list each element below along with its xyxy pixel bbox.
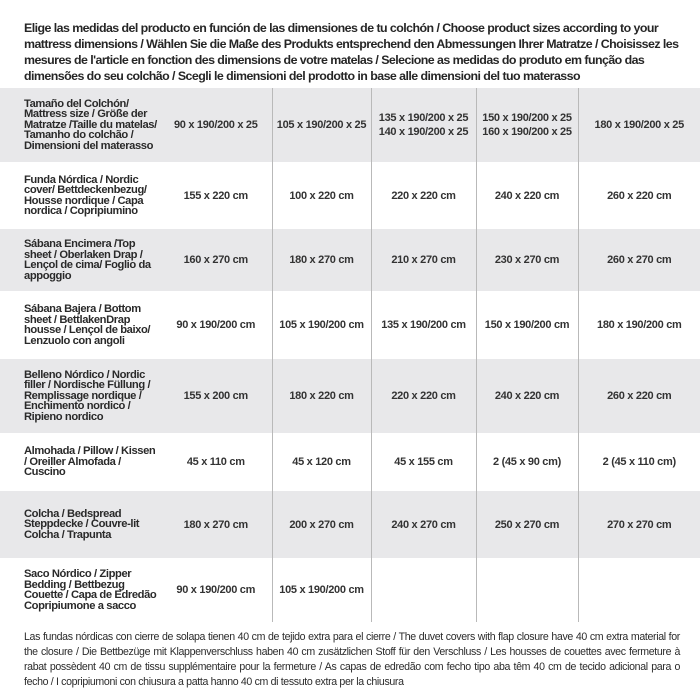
header-label: Tamaño del Colchón/ Mattress size / Größ… [0,88,160,162]
size-value: 45 x 110 cm [160,433,272,491]
row-label: Sábana Encimera /Top sheet / Oberlaken D… [0,229,160,291]
header-size: 90 x 190/200 x 25 [160,88,272,162]
size-value: 2 (45 x 110 cm) [577,433,700,491]
row-label: Saco Nórdico / Zipper Bedding / Bettbezu… [0,558,160,622]
size-value: 220 x 220 cm [370,359,476,433]
size-value: 260 x 220 cm [577,162,700,229]
table-row: Sábana Encimera /Top sheet / Oberlaken D… [0,229,700,291]
size-value: 220 x 220 cm [370,162,476,229]
size-value [577,558,700,622]
header-size: 135 x 190/200 x 25 140 x 190/200 x 25 [370,88,476,162]
size-value [370,558,476,622]
size-value: 240 x 220 cm [475,359,578,433]
table-row: Colcha / Bedspread Steppdecke / Couvre-l… [0,491,700,558]
row-label: Funda Nórdica / Nordic cover/ Bettdecken… [0,162,160,229]
size-value: 150 x 190/200 cm [475,291,578,359]
size-value: 90 x 190/200 cm [160,291,272,359]
table-row: Almohada / Pillow / Kissen / Oreiller Al… [0,433,700,491]
table-row: Sábana Bajera / Bottom sheet / Bettlaken… [0,291,700,359]
size-value: 180 x 190/200 cm [577,291,700,359]
header-size: 150 x 190/200 x 25 160 x 190/200 x 25 [475,88,578,162]
table-row: Funda Nórdica / Nordic cover/ Bettdecken… [0,162,700,229]
size-value: 270 x 270 cm [577,491,700,558]
size-value: 45 x 120 cm [271,433,371,491]
row-label: Belleno Nórdico / Nordic filler / Nordis… [0,359,160,433]
size-value: 260 x 220 cm [577,359,700,433]
table-row: Saco Nórdico / Zipper Bedding / Bettbezu… [0,558,700,622]
size-value: 200 x 270 cm [271,491,371,558]
size-value: 90 x 190/200 cm [160,558,272,622]
size-value: 135 x 190/200 cm [370,291,476,359]
row-label: Almohada / Pillow / Kissen / Oreiller Al… [0,433,160,491]
size-table: Tamaño del Colchón/ Mattress size / Größ… [0,88,700,622]
header-size: 105 x 190/200 x 25 [271,88,371,162]
size-value: 180 x 270 cm [271,229,371,291]
row-label: Sábana Bajera / Bottom sheet / Bettlaken… [0,291,160,359]
table-header-row: Tamaño del Colchón/ Mattress size / Größ… [0,88,700,162]
size-value: 2 (45 x 90 cm) [475,433,578,491]
intro-text: Elige las medidas del producto en funció… [24,21,679,83]
size-value: 180 x 270 cm [160,491,272,558]
size-value: 155 x 220 cm [160,162,272,229]
size-value: 230 x 270 cm [475,229,578,291]
size-value: 160 x 270 cm [160,229,272,291]
size-value: 180 x 220 cm [271,359,371,433]
header-size: 180 x 190/200 x 25 [577,88,700,162]
size-value: 210 x 270 cm [370,229,476,291]
table-row: Belleno Nórdico / Nordic filler / Nordis… [0,359,700,433]
size-value [475,558,578,622]
size-value: 240 x 220 cm [475,162,578,229]
size-value: 240 x 270 cm [370,491,476,558]
size-value: 260 x 270 cm [577,229,700,291]
size-value: 45 x 155 cm [370,433,476,491]
size-value: 105 x 190/200 cm [271,558,371,622]
size-value: 250 x 270 cm [475,491,578,558]
row-label: Colcha / Bedspread Steppdecke / Couvre-l… [0,491,160,558]
footer-note: Las fundas nórdicas con cierre de solapa… [24,631,680,688]
size-value: 105 x 190/200 cm [271,291,371,359]
size-value: 155 x 200 cm [160,359,272,433]
size-value: 100 x 220 cm [271,162,371,229]
